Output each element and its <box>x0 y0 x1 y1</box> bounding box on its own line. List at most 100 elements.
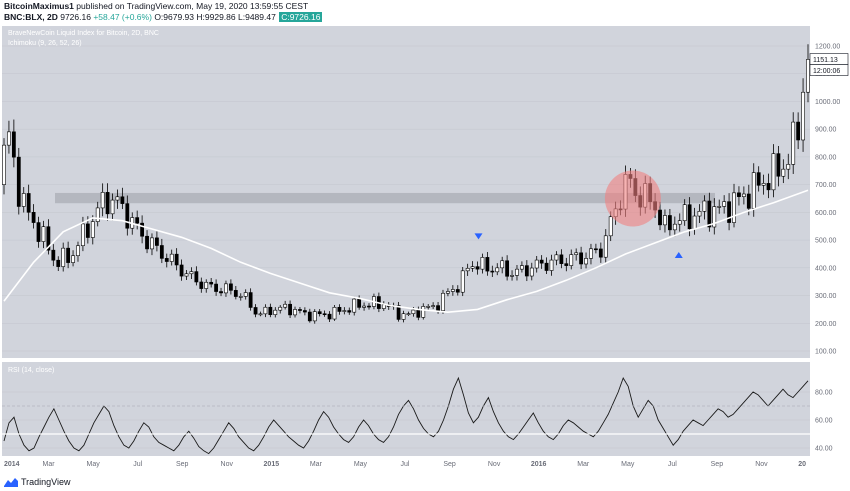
candle <box>801 78 805 152</box>
marker-down-icon[interactable] <box>474 233 483 240</box>
time-tick-label: Jul <box>401 461 410 468</box>
time-tick-label: Jul <box>133 461 142 468</box>
time-tag-value: 12:00:06 <box>813 68 840 75</box>
tradingview-logo-icon <box>4 478 18 487</box>
candles <box>2 44 810 324</box>
candle <box>140 215 145 244</box>
candle <box>194 266 199 286</box>
candle <box>756 166 761 192</box>
publish-info: published on TradingView.com, May 19, 20… <box>76 1 309 11</box>
time-tick-label: Mar <box>577 461 590 468</box>
candle <box>105 183 110 221</box>
time-tick-label: Jul <box>668 461 677 468</box>
candle <box>732 183 736 228</box>
marker-up-icon[interactable] <box>674 251 683 258</box>
candle <box>682 199 687 226</box>
time-axis: 2014 Mar May Jul Sep Nov 2015 Mar May Jul Sep Nov 20… <box>4 461 806 468</box>
time-tick-label: 2015 <box>264 461 280 468</box>
candle <box>327 311 332 322</box>
candle <box>16 147 21 215</box>
candle <box>401 310 406 323</box>
candle <box>603 229 608 263</box>
candle <box>243 289 248 300</box>
symbol-label[interactable]: BNC:BLX, 2D <box>4 12 58 22</box>
candle <box>781 159 786 184</box>
price-tick-label: 100.00 <box>815 349 837 356</box>
candle <box>776 146 781 187</box>
candle <box>233 286 238 300</box>
candle <box>529 262 534 281</box>
candle <box>791 112 796 174</box>
rsi-label: RSI (14, close) <box>8 367 54 374</box>
candle <box>293 306 297 318</box>
footer-brand[interactable]: TradingView <box>21 477 71 487</box>
candle <box>209 278 214 288</box>
candle <box>515 264 519 281</box>
candle <box>741 186 746 205</box>
candle <box>431 302 436 310</box>
candle <box>322 310 327 317</box>
candle <box>796 112 801 150</box>
footer: TradingView <box>4 474 71 490</box>
price-tick-label: 600.00 <box>815 210 837 217</box>
candle <box>224 280 228 297</box>
chart-area[interactable]: 100.00 200.00 300.00 400.00 500.00 600.00 700.… <box>0 25 850 474</box>
rsi-line <box>3 376 809 455</box>
candle <box>51 244 56 267</box>
candle <box>253 304 258 318</box>
ohlc-low: L:9489.47 <box>238 12 276 22</box>
candle <box>717 199 722 214</box>
candle <box>460 267 465 297</box>
price-change: +58.47 (+0.6%) <box>93 12 152 22</box>
candle <box>169 249 174 266</box>
candle <box>332 304 337 321</box>
candle <box>288 300 292 319</box>
rsi-pane-bg <box>2 362 810 456</box>
time-tick-label: May <box>621 461 635 468</box>
candle <box>500 256 505 274</box>
candle <box>441 289 445 314</box>
price-tick-label: 800.00 <box>815 154 837 161</box>
price-tick-label: 1200.00 <box>815 44 840 51</box>
candle <box>544 257 549 274</box>
time-tick-label: Nov <box>755 461 768 468</box>
candle <box>737 186 741 206</box>
candle <box>702 195 707 220</box>
candle <box>786 153 791 180</box>
time-tick-label: 2014 <box>4 461 20 468</box>
candle <box>367 303 371 310</box>
chart-header: BitcoinMaximus1 published on TradingView… <box>4 1 850 25</box>
candle <box>110 193 115 221</box>
candle <box>584 252 588 269</box>
candle <box>307 308 312 323</box>
candle <box>608 211 613 242</box>
author-name[interactable]: BitcoinMaximus1 <box>4 1 74 11</box>
chart-title: BraveNewCoin Liquid Index for Bitcoin, 2… <box>8 30 159 37</box>
candle <box>238 293 243 301</box>
candle <box>46 219 51 255</box>
time-tick-label: May <box>354 461 368 468</box>
candle <box>2 138 6 195</box>
candle <box>76 241 80 262</box>
candle <box>179 259 184 281</box>
candle <box>569 249 574 270</box>
candle <box>95 201 100 227</box>
candle <box>766 173 771 199</box>
candle <box>697 204 702 224</box>
price-pane-bg <box>2 26 810 358</box>
candle <box>21 187 26 213</box>
candle <box>658 201 662 231</box>
candle <box>204 279 209 293</box>
time-tick-label: 20 <box>798 461 806 468</box>
candle <box>41 220 46 249</box>
publish-line: BitcoinMaximus1 published on TradingView… <box>4 1 850 12</box>
time-tick-label: 2016 <box>531 461 547 468</box>
price-tick-label: 300.00 <box>815 293 837 300</box>
candle <box>258 311 263 317</box>
candle <box>549 254 554 276</box>
candle <box>579 246 584 270</box>
price-tick-label: 500.00 <box>815 238 837 245</box>
price-tick-label: 700.00 <box>815 182 837 189</box>
candle <box>159 238 164 264</box>
candle <box>135 210 140 230</box>
